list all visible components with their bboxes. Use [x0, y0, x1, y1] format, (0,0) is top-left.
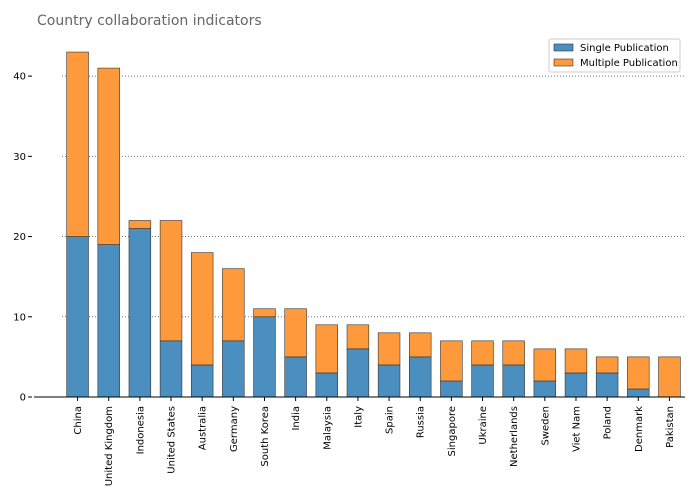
x-tick-label: Indonesia [135, 406, 146, 454]
legend-box [548, 38, 681, 73]
bar-segment-single [564, 372, 588, 398]
x-tick-label: Germany [229, 406, 240, 452]
bar-segment-multiple [66, 51, 89, 237]
x-tick-label: Poland [603, 406, 614, 439]
bar-segment-single [253, 316, 276, 398]
bar-segment-single [222, 340, 245, 398]
bar-segment-multiple [190, 252, 214, 366]
bar-segment-multiple [222, 268, 245, 342]
bar-segment-single [159, 340, 183, 398]
bar-segment-single [533, 380, 557, 398]
y-tick-label: 40 [13, 72, 26, 83]
x-tick-label: Malaysia [322, 406, 333, 450]
x-tick-label: Pakistan [665, 406, 676, 448]
bar-segment-multiple [284, 308, 307, 358]
bar-segment-multiple [595, 356, 619, 374]
x-tick-label: Spain [385, 406, 396, 434]
y-tick-label: 0 [20, 393, 26, 404]
legend-label: Single Publication [580, 43, 669, 54]
bar-segment-multiple [97, 67, 120, 245]
bars [66, 51, 681, 398]
x-tick-label: United States [167, 406, 178, 474]
bar-segment-single [128, 228, 152, 398]
bar-segment-single [627, 388, 650, 398]
bar-segment-multiple [315, 324, 338, 374]
x-tick-label: China [73, 406, 84, 435]
x-tick-label: Italy [353, 406, 364, 428]
bar-segment-single [471, 364, 494, 398]
y-tick-label: 20 [13, 232, 26, 243]
x-tick-label: Denmark [634, 406, 645, 452]
legend: Single Publication Multiple Publication [548, 38, 681, 73]
chart-title: Country collaboration indicators [37, 13, 262, 29]
bar-segment-single [97, 244, 120, 398]
x-tick-label: Sweden [540, 406, 551, 446]
x-tick-label: Singapore [447, 406, 458, 456]
bar-segment-multiple [658, 356, 681, 398]
bar-segment-multiple [564, 348, 588, 374]
x-tick-label: Russia [416, 406, 427, 438]
x-tick-label: South Korea [260, 406, 271, 467]
bar-segment-single [377, 364, 401, 398]
x-tick-label: Ukraine [478, 406, 489, 445]
y-tick-label: 10 [13, 312, 26, 323]
bar-segment-multiple [159, 220, 183, 342]
bar-segment-multiple [440, 340, 463, 382]
bar-segment-single [346, 348, 370, 398]
x-tick-label: Netherlands [509, 406, 520, 467]
bar-segment-multiple [253, 308, 276, 318]
bar-segment-single [440, 380, 463, 398]
axes: China United Kingdom Indonesia United State… [13, 72, 685, 486]
bar-segment-single [595, 372, 619, 398]
bar-segment-multiple [627, 356, 650, 390]
bar-segment-multiple [533, 348, 557, 382]
x-tick-label: United Kingdom [104, 406, 115, 486]
gridlines [62, 75, 685, 318]
bar-segment-multiple [346, 324, 370, 350]
y-tick-label: 30 [13, 152, 26, 163]
x-tick-label: India [291, 406, 302, 431]
bar-segment-multiple [128, 220, 152, 229]
bar-segment-single [502, 364, 525, 398]
legend-label: Multiple Publication [580, 58, 678, 69]
bar-segment-single [284, 356, 307, 398]
bar-segment-multiple [377, 332, 401, 366]
x-tick-label: Australia [198, 406, 209, 450]
bar-segment-single [315, 372, 338, 398]
bar-segment-single [409, 356, 432, 398]
bar-segment-single [66, 236, 89, 398]
legend-swatch [553, 43, 574, 52]
bar-segment-multiple [409, 332, 432, 358]
legend-swatch [553, 58, 574, 67]
x-tick-label: Viet Nam [571, 406, 582, 452]
bar-segment-multiple [471, 340, 494, 366]
bar-segment-multiple [502, 340, 525, 366]
bar-segment-single [190, 364, 214, 398]
